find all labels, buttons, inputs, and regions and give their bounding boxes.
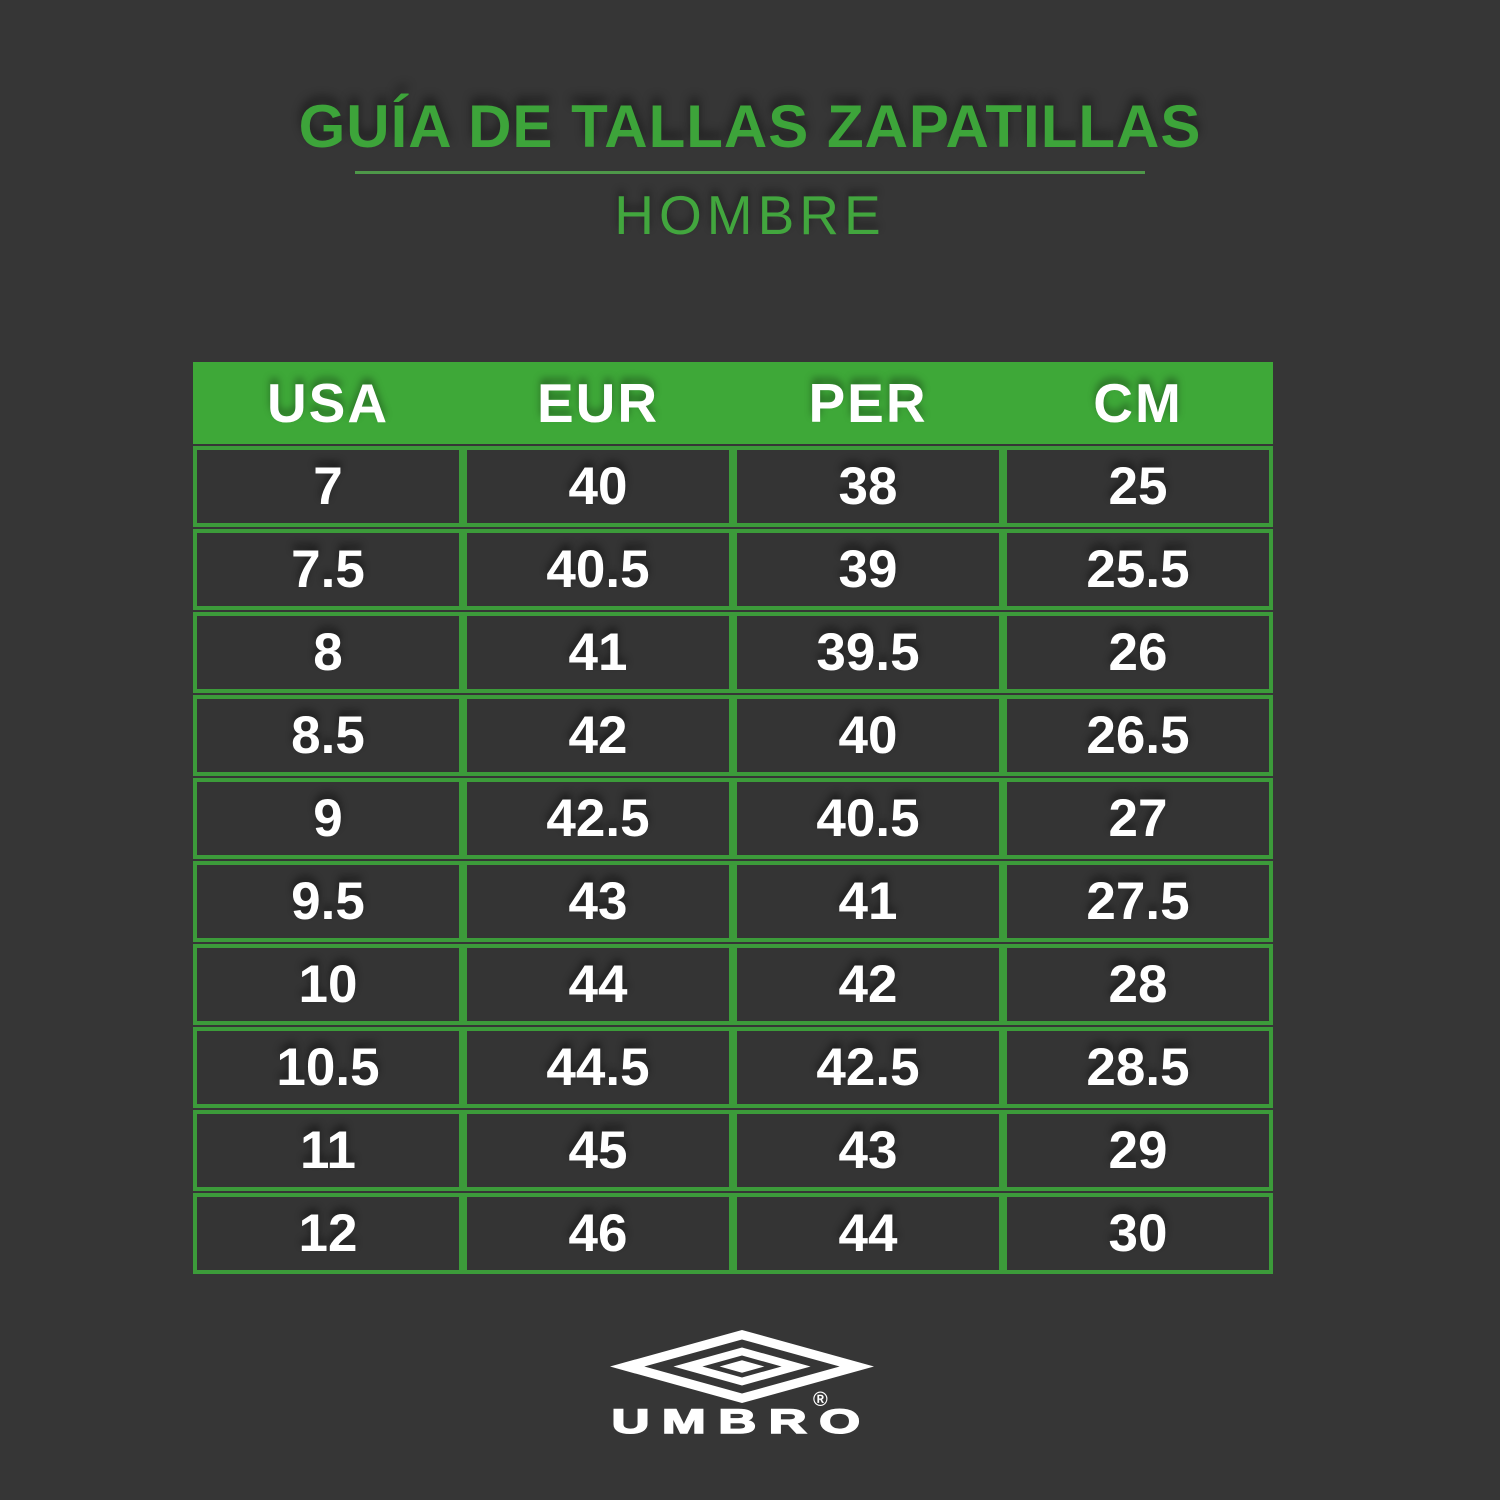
table-cell: 7.5 <box>193 529 463 610</box>
table-cell: 8.5 <box>193 695 463 776</box>
table-row: 7 40 38 25 <box>193 446 1273 527</box>
table-row: 9.5 43 41 27.5 <box>193 861 1273 942</box>
table-row: 9 42.5 40.5 27 <box>193 778 1273 859</box>
table-cell: 9 <box>193 778 463 859</box>
size-table: 7 40 38 25 7.5 40.5 39 25.5 8 41 39.5 26… <box>193 444 1273 1276</box>
table-cell: 40.5 <box>463 529 733 610</box>
umbro-wordmark: UMBRO <box>610 1403 873 1441</box>
table-cell: 10 <box>193 944 463 1025</box>
table-row: 12 46 44 30 <box>193 1193 1273 1274</box>
table-cell: 8 <box>193 612 463 693</box>
page-title: GUÍA DE TALLAS ZAPATILLAS <box>298 93 1202 160</box>
table-cell: 7 <box>193 446 463 527</box>
table-cell: 38 <box>733 446 1003 527</box>
umbro-double-diamond-icon <box>610 1330 874 1403</box>
table-cell: 45 <box>463 1110 733 1191</box>
table-cell: 27.5 <box>1003 861 1273 942</box>
table-row: 8 41 39.5 26 <box>193 612 1273 693</box>
table-cell: 30 <box>1003 1193 1273 1274</box>
table-cell: 43 <box>463 861 733 942</box>
table-cell: 43 <box>733 1110 1003 1191</box>
table-row: 8.5 42 40 26.5 <box>193 695 1273 776</box>
table-cell: 42.5 <box>733 1027 1003 1108</box>
table-row: 11 45 43 29 <box>193 1110 1273 1191</box>
table-row: 7.5 40.5 39 25.5 <box>193 529 1273 610</box>
table-row: 10 44 42 28 <box>193 944 1273 1025</box>
table-cell: 26.5 <box>1003 695 1273 776</box>
table-cell: 42 <box>733 944 1003 1025</box>
table-cell: 27 <box>1003 778 1273 859</box>
table-cell: 11 <box>193 1110 463 1191</box>
table-cell: 28.5 <box>1003 1027 1273 1108</box>
table-row: 10.5 44.5 42.5 28.5 <box>193 1027 1273 1108</box>
title-underline <box>355 171 1145 174</box>
table-cell: 44 <box>463 944 733 1025</box>
table-cell: 40 <box>733 695 1003 776</box>
table-cell: 39.5 <box>733 612 1003 693</box>
table-cell: 10.5 <box>193 1027 463 1108</box>
table-cell: 42 <box>463 695 733 776</box>
table-cell: 26 <box>1003 612 1273 693</box>
table-cell: 12 <box>193 1193 463 1274</box>
table-cell: 40 <box>463 446 733 527</box>
table-cell: 44 <box>733 1193 1003 1274</box>
table-cell: 39 <box>733 529 1003 610</box>
registered-trademark: ® <box>813 1389 828 1411</box>
table-cell: 41 <box>463 612 733 693</box>
table-cell: 29 <box>1003 1110 1273 1191</box>
size-table-header: USA EUR PER CM <box>193 362 1273 444</box>
table-cell: 25.5 <box>1003 529 1273 610</box>
umbro-logo: ® UMBRO <box>610 1330 874 1440</box>
column-header-cm: CM <box>1093 372 1183 434</box>
page-subtitle: HOMBRE <box>614 184 886 246</box>
column-header-per: PER <box>808 372 928 434</box>
table-cell: 41 <box>733 861 1003 942</box>
column-header-usa: USA <box>266 372 390 434</box>
table-cell: 44.5 <box>463 1027 733 1108</box>
column-header-eur: EUR <box>536 372 660 434</box>
table-cell: 46 <box>463 1193 733 1274</box>
table-cell: 42.5 <box>463 778 733 859</box>
table-cell: 28 <box>1003 944 1273 1025</box>
table-cell: 9.5 <box>193 861 463 942</box>
table-cell: 40.5 <box>733 778 1003 859</box>
table-cell: 25 <box>1003 446 1273 527</box>
